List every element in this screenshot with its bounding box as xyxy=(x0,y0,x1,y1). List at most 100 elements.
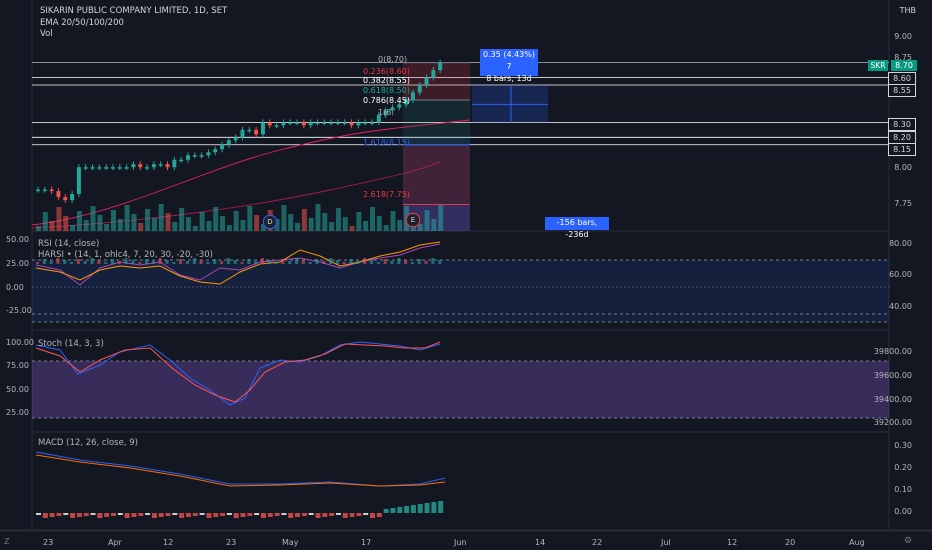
rsi-legend[interactable]: RSI (14, close) xyxy=(38,239,100,249)
volume-bar xyxy=(117,219,123,231)
volume-bar xyxy=(254,215,260,231)
candle xyxy=(206,152,211,156)
harsi-candle xyxy=(240,262,244,264)
zoom-icon[interactable]: Z xyxy=(4,537,10,546)
harsi-candle xyxy=(335,260,339,264)
harsi-candle xyxy=(104,262,108,264)
time-tick: 14 xyxy=(535,538,546,547)
harsi-candle xyxy=(76,259,80,264)
candle xyxy=(172,159,177,168)
harsi-candle xyxy=(199,260,203,264)
macd-histogram-bar xyxy=(356,513,362,516)
measure-info-box[interactable]: 0.35 (4.43%) 7 8 bars, 13d xyxy=(480,49,538,83)
macd-right-tick: 0.00 xyxy=(894,507,912,516)
candle xyxy=(42,189,47,192)
volume-legend[interactable]: Vol xyxy=(40,29,53,39)
candle xyxy=(192,155,197,157)
candle xyxy=(410,92,415,100)
macd-histogram-bar xyxy=(151,513,157,518)
time-tick: 17 xyxy=(361,538,372,547)
harsi-candle xyxy=(124,258,128,264)
harsi-candle xyxy=(308,262,312,264)
range-info-box[interactable]: -156 bars, -236d xyxy=(545,217,609,239)
candle xyxy=(247,129,252,132)
harsi-candle xyxy=(254,261,258,264)
stoch-right-tick: 39200.00 xyxy=(873,418,912,427)
volume-bar xyxy=(179,208,185,231)
harsi-candle xyxy=(185,261,189,264)
macd-histogram-bar xyxy=(233,513,239,518)
dividend-marker[interactable]: D xyxy=(263,215,277,229)
harsi-candle xyxy=(370,260,374,264)
harsi-candle xyxy=(110,259,114,264)
macd-histogram-bar xyxy=(63,513,69,515)
harsi-candle xyxy=(376,262,380,264)
macd-histogram-bar xyxy=(308,513,314,515)
volume-bar xyxy=(151,218,157,231)
candle xyxy=(213,149,218,153)
candle xyxy=(226,140,231,145)
time-tick: 23 xyxy=(226,538,237,547)
stoch-d-line xyxy=(35,341,441,403)
macd-histogram-bar xyxy=(322,513,328,517)
ema-line xyxy=(31,119,471,226)
candle xyxy=(138,164,143,168)
candle xyxy=(295,122,300,124)
harsi-legend[interactable]: HARSI • (14, 1, ohlc4, 7, 20, 30, -20, -… xyxy=(38,250,213,260)
harsi-candle xyxy=(267,260,271,264)
harsi-candle xyxy=(56,258,60,264)
macd-right-tick: 0.20 xyxy=(894,463,912,472)
macd-histogram-bar xyxy=(240,513,246,517)
harsi-candle xyxy=(417,259,421,264)
harsi-candle xyxy=(90,258,94,264)
macd-histogram-bar xyxy=(145,513,151,515)
price-tick: 8.00 xyxy=(894,163,912,172)
volume-bar xyxy=(158,204,164,231)
macd-histogram-bar xyxy=(90,513,96,515)
macd-histogram-bar xyxy=(390,508,396,513)
measure-change: 0.35 (4.43%) 7 xyxy=(482,50,535,71)
stoch-right-tick: 39600.00 xyxy=(873,371,912,380)
fib-label: 0.618(8.50) xyxy=(363,86,410,95)
macd-histogram-bar xyxy=(370,513,376,518)
harsi-candle xyxy=(192,258,196,264)
price-tick: 7.75 xyxy=(894,199,912,208)
harsi-candle xyxy=(131,260,135,264)
harsi-candle xyxy=(49,261,53,264)
candle xyxy=(145,167,150,169)
candle xyxy=(288,122,293,124)
macd-histogram-bar xyxy=(213,513,219,517)
ema-legend[interactable]: EMA 20/50/100/200 xyxy=(40,18,124,28)
settings-gear-icon[interactable]: ⚙ xyxy=(904,536,913,546)
time-tick: Jun xyxy=(454,538,467,547)
fib-label: 1.618(8.15) xyxy=(363,138,410,147)
candle xyxy=(158,164,163,166)
macd-histogram-bar xyxy=(42,513,48,518)
candle xyxy=(390,107,395,111)
volume-bar xyxy=(165,213,171,231)
macd-histogram-bar xyxy=(404,506,410,513)
macd-legend[interactable]: MACD (12, 26, close, 9) xyxy=(38,438,138,448)
candle xyxy=(36,189,40,192)
harsi-candle xyxy=(138,262,142,264)
macd-histogram-bar xyxy=(315,513,321,518)
stoch-left-tick: 50.00 xyxy=(6,385,29,394)
macd-histogram-bar xyxy=(383,509,389,513)
macd-histogram-bar xyxy=(335,513,341,515)
harsi-candle xyxy=(226,258,230,264)
volume-bar xyxy=(138,223,144,231)
macd-histogram-bar xyxy=(267,513,273,517)
rsi-right-tick: 60.00 xyxy=(889,270,912,279)
harsi-candle xyxy=(281,259,285,264)
candle xyxy=(97,167,102,169)
volume-bar xyxy=(199,212,205,231)
candle xyxy=(124,167,129,169)
macd-histogram-bar xyxy=(110,513,116,516)
macd-histogram-bar xyxy=(56,513,62,516)
harsi-candle xyxy=(247,259,251,264)
macd-histogram-bar xyxy=(97,513,103,518)
stoch-legend[interactable]: Stoch (14, 3, 3) xyxy=(38,339,104,349)
earnings-marker[interactable]: E xyxy=(406,213,420,227)
macd-histogram-bar xyxy=(179,513,185,518)
